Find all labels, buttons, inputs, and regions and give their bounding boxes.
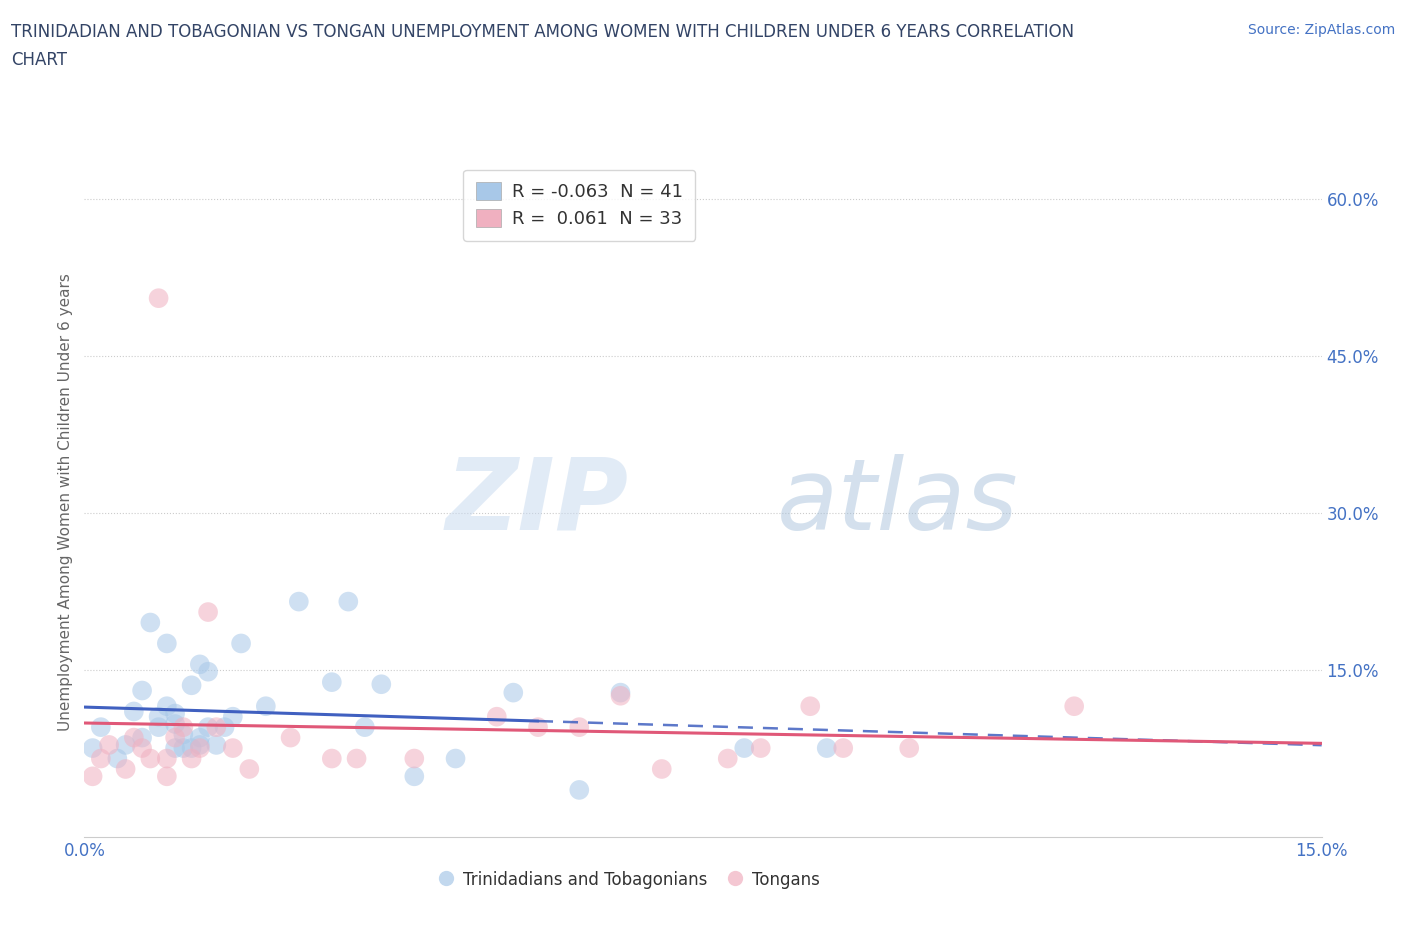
- Point: [165, 730, 187, 745]
- Point: [404, 769, 426, 784]
- Point: [131, 740, 153, 755]
- Point: [568, 782, 591, 797]
- Point: [222, 740, 245, 755]
- Point: [156, 636, 179, 651]
- Point: [139, 615, 162, 630]
- Point: [156, 769, 179, 784]
- Point: [205, 737, 228, 752]
- Point: [321, 675, 343, 690]
- Point: [114, 737, 136, 752]
- Point: [254, 698, 277, 713]
- Point: [180, 740, 202, 755]
- Point: [156, 751, 179, 766]
- Point: [799, 698, 821, 713]
- Point: [197, 604, 219, 619]
- Point: [114, 762, 136, 777]
- Point: [1063, 698, 1085, 713]
- Point: [131, 730, 153, 745]
- Point: [90, 751, 112, 766]
- Point: [370, 677, 392, 692]
- Point: [172, 727, 194, 742]
- Point: [172, 720, 194, 735]
- Point: [148, 291, 170, 306]
- Point: [321, 751, 343, 766]
- Point: [148, 720, 170, 735]
- Point: [82, 769, 104, 784]
- Point: [832, 740, 855, 755]
- Point: [197, 664, 219, 679]
- Text: atlas: atlas: [778, 454, 1019, 551]
- Point: [238, 762, 260, 777]
- Point: [165, 706, 187, 721]
- Point: [337, 594, 360, 609]
- Point: [527, 720, 550, 735]
- Text: ZIP: ZIP: [446, 454, 628, 551]
- Point: [156, 698, 179, 713]
- Point: [131, 683, 153, 698]
- Point: [404, 751, 426, 766]
- Point: [180, 751, 202, 766]
- Legend: Trinidadians and Tobagonians, Tongans: Trinidadians and Tobagonians, Tongans: [432, 864, 827, 896]
- Point: [139, 751, 162, 766]
- Point: [353, 720, 375, 735]
- Point: [197, 720, 219, 735]
- Point: [346, 751, 368, 766]
- Point: [180, 678, 202, 693]
- Point: [749, 740, 772, 755]
- Point: [568, 720, 591, 735]
- Point: [717, 751, 740, 766]
- Point: [214, 720, 236, 735]
- Point: [172, 740, 194, 755]
- Text: Source: ZipAtlas.com: Source: ZipAtlas.com: [1247, 23, 1395, 37]
- Point: [815, 740, 838, 755]
- Point: [90, 720, 112, 735]
- Point: [122, 704, 145, 719]
- Point: [82, 740, 104, 755]
- Point: [188, 730, 211, 745]
- Point: [165, 740, 187, 755]
- Point: [502, 685, 524, 700]
- Y-axis label: Unemployment Among Women with Children Under 6 years: Unemployment Among Women with Children U…: [58, 273, 73, 731]
- Point: [188, 740, 211, 755]
- Point: [609, 685, 631, 700]
- Point: [222, 710, 245, 724]
- Text: CHART: CHART: [11, 51, 67, 69]
- Point: [288, 594, 311, 609]
- Point: [485, 710, 508, 724]
- Point: [280, 730, 302, 745]
- Point: [105, 751, 128, 766]
- Text: TRINIDADIAN AND TOBAGONIAN VS TONGAN UNEMPLOYMENT AMONG WOMEN WITH CHILDREN UNDE: TRINIDADIAN AND TOBAGONIAN VS TONGAN UNE…: [11, 23, 1074, 41]
- Point: [651, 762, 673, 777]
- Point: [609, 688, 631, 703]
- Point: [898, 740, 921, 755]
- Point: [733, 740, 755, 755]
- Point: [444, 751, 467, 766]
- Point: [205, 720, 228, 735]
- Point: [188, 657, 211, 671]
- Point: [98, 737, 121, 752]
- Point: [229, 636, 252, 651]
- Point: [165, 717, 187, 732]
- Point: [122, 730, 145, 745]
- Point: [188, 737, 211, 752]
- Point: [148, 710, 170, 724]
